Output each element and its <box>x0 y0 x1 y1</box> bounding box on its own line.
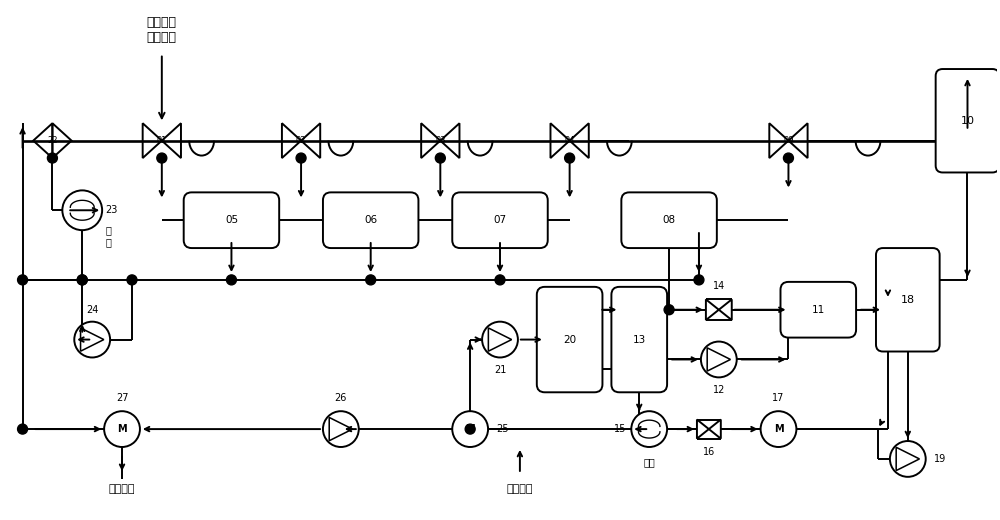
Circle shape <box>18 424 28 434</box>
Text: 08: 08 <box>663 215 676 225</box>
Text: 19: 19 <box>934 454 946 464</box>
Circle shape <box>296 153 306 163</box>
Circle shape <box>104 411 140 447</box>
FancyBboxPatch shape <box>876 248 940 352</box>
Circle shape <box>783 153 793 163</box>
Text: 21: 21 <box>494 366 506 375</box>
Text: 工业余热: 工业余热 <box>507 484 533 494</box>
Circle shape <box>761 411 796 447</box>
FancyBboxPatch shape <box>621 192 717 248</box>
Text: 06: 06 <box>364 215 377 225</box>
Circle shape <box>62 190 102 230</box>
Text: 25: 25 <box>496 424 509 434</box>
FancyBboxPatch shape <box>780 282 856 337</box>
Text: 12: 12 <box>713 385 725 395</box>
Text: 20: 20 <box>563 334 576 345</box>
Text: 工业余热: 工业余热 <box>109 484 135 494</box>
Circle shape <box>452 411 488 447</box>
FancyBboxPatch shape <box>323 192 418 248</box>
Text: 22: 22 <box>47 136 58 145</box>
Circle shape <box>323 411 359 447</box>
Circle shape <box>631 411 667 447</box>
Text: 27: 27 <box>116 393 128 403</box>
Circle shape <box>565 153 575 163</box>
Text: 冷
水: 冷 水 <box>105 225 111 247</box>
Text: 10: 10 <box>960 116 974 126</box>
FancyBboxPatch shape <box>936 69 999 173</box>
Circle shape <box>694 275 704 285</box>
Polygon shape <box>709 420 721 439</box>
Circle shape <box>701 342 737 378</box>
Text: 02: 02 <box>296 136 306 145</box>
Text: 17: 17 <box>772 393 785 403</box>
Text: 冷水: 冷水 <box>643 457 655 467</box>
Text: 23: 23 <box>105 205 117 215</box>
Text: 15: 15 <box>614 424 626 434</box>
FancyBboxPatch shape <box>537 287 602 392</box>
Circle shape <box>47 153 57 163</box>
Text: 13: 13 <box>633 334 646 345</box>
Text: 11: 11 <box>812 305 825 315</box>
Text: 分离出的
二氧化碳: 分离出的 二氧化碳 <box>147 16 177 44</box>
Circle shape <box>77 275 87 285</box>
Circle shape <box>157 153 167 163</box>
FancyBboxPatch shape <box>452 192 548 248</box>
FancyBboxPatch shape <box>184 192 279 248</box>
Text: M: M <box>117 424 127 434</box>
Circle shape <box>435 153 445 163</box>
Text: 24: 24 <box>86 305 98 315</box>
Text: 05: 05 <box>225 215 238 225</box>
Circle shape <box>664 305 674 315</box>
Circle shape <box>77 275 87 285</box>
Circle shape <box>482 322 518 357</box>
Text: 07: 07 <box>493 215 507 225</box>
Polygon shape <box>719 300 732 320</box>
Text: 16: 16 <box>703 447 715 457</box>
Circle shape <box>366 275 376 285</box>
Circle shape <box>495 275 505 285</box>
Polygon shape <box>697 420 709 439</box>
Text: 01: 01 <box>157 136 167 145</box>
Text: 04: 04 <box>564 136 575 145</box>
Circle shape <box>74 322 110 357</box>
Circle shape <box>18 275 28 285</box>
Text: 18: 18 <box>901 295 915 305</box>
Text: 14: 14 <box>713 281 725 291</box>
Text: 26: 26 <box>335 393 347 403</box>
Circle shape <box>890 441 926 477</box>
Circle shape <box>226 275 236 285</box>
Text: 03: 03 <box>435 136 446 145</box>
Circle shape <box>127 275 137 285</box>
Circle shape <box>465 424 475 434</box>
Text: M: M <box>465 424 475 434</box>
Text: M: M <box>774 424 783 434</box>
Polygon shape <box>706 300 719 320</box>
FancyBboxPatch shape <box>611 287 667 392</box>
Text: 09: 09 <box>783 136 794 145</box>
